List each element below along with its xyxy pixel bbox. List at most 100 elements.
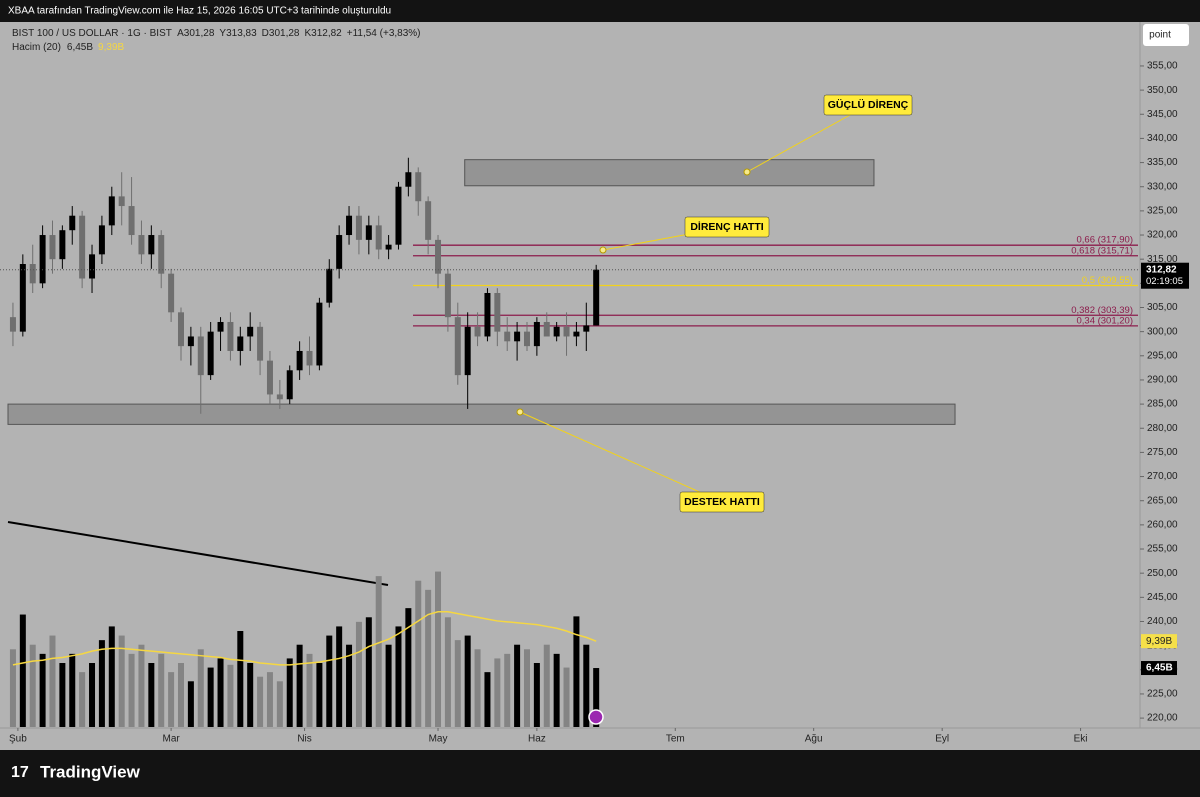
plot-bg — [0, 22, 1200, 750]
volume-bar — [514, 644, 521, 727]
annotation-box — [679, 491, 765, 513]
volume-bar — [553, 653, 560, 727]
y-tick-label: 325,00 — [1147, 206, 1178, 217]
trend-line — [7, 521, 389, 586]
candle-body — [355, 215, 362, 240]
volume-bar — [49, 635, 56, 727]
volume-bar — [227, 664, 234, 727]
y-tick-label: 250,00 — [1147, 568, 1178, 579]
candle-body — [98, 225, 105, 255]
event-icon — [588, 709, 604, 725]
price-label: 312,82 — [1146, 264, 1177, 275]
annotation-label: DİRENÇ HATTI — [690, 220, 763, 233]
fib-label: 0,5 (309,55) — [1082, 275, 1133, 286]
volume-bar — [583, 644, 590, 727]
leader-dot — [743, 168, 751, 176]
volume-bar — [177, 663, 184, 727]
x-tick-label: Eyl — [935, 734, 949, 745]
candle-body — [19, 264, 26, 332]
volume-bar — [336, 626, 343, 727]
candle-body — [474, 326, 481, 337]
volume-bar — [454, 640, 461, 727]
volume-bar — [207, 667, 214, 727]
volume-bar — [247, 663, 254, 727]
volume-bar — [444, 617, 451, 727]
volume-ma-line — [12, 611, 597, 666]
y-tick-label: 320,00 — [1147, 230, 1178, 241]
x-tick-label: May — [429, 734, 448, 745]
volume-bar — [563, 667, 570, 727]
volume-bar — [533, 663, 540, 727]
candle-body — [395, 186, 402, 245]
candle-body — [69, 215, 76, 231]
volume-bar — [484, 672, 491, 727]
annotation-box — [684, 216, 770, 238]
x-tick-label: Nis — [297, 734, 311, 745]
ma-box — [1141, 634, 1177, 649]
candle-body — [454, 317, 461, 376]
leader-line — [519, 411, 723, 503]
volume-bar — [296, 644, 303, 727]
candle-body — [177, 312, 184, 347]
volume-bar — [543, 644, 550, 727]
volume-bar — [108, 626, 115, 727]
candle-body — [59, 230, 66, 260]
volume-bar — [474, 649, 481, 727]
candle-body — [296, 350, 303, 371]
volume-bar — [39, 653, 46, 727]
volume-header: Hacim (20) 6,45B 9,39B — [12, 42, 125, 53]
zone — [7, 403, 956, 425]
volume-bar — [573, 616, 580, 727]
annotation-box — [823, 94, 913, 116]
fib-label: 0,618 (315,71) — [1071, 245, 1133, 256]
zone — [464, 159, 875, 187]
candle-body — [514, 331, 521, 342]
candle-body — [553, 326, 560, 337]
volume-bar — [286, 658, 293, 727]
candle-body — [306, 350, 313, 366]
y-tick-label: 265,00 — [1147, 495, 1178, 506]
volume-bar — [118, 635, 125, 727]
y-tick-label: 335,00 — [1147, 157, 1178, 168]
candle-body — [435, 239, 442, 274]
annotation-label: DESTEK HATTI — [684, 496, 760, 508]
y-tick-label: 295,00 — [1147, 350, 1178, 361]
candle-body — [316, 302, 323, 366]
candle-body — [346, 215, 353, 236]
candle-body — [444, 273, 451, 318]
candle-body — [89, 254, 96, 279]
y-tick-label: 285,00 — [1147, 399, 1178, 410]
candle-body — [593, 269, 600, 326]
volume-bar — [217, 658, 224, 727]
x-tick-label: Şub — [9, 734, 27, 745]
x-tick-label: Tem — [666, 734, 685, 745]
volume-bar — [405, 608, 412, 727]
volume-bar — [276, 681, 283, 727]
header: BIST 100 / US DOLLAR · 1G · BIST A301,28 Y… — [12, 28, 421, 39]
annotation-label: GÜÇLÜ DİRENÇ — [828, 98, 909, 111]
candle-body — [79, 215, 86, 279]
y-tick-label: 260,00 — [1147, 520, 1178, 531]
candle-body — [148, 235, 155, 255]
volume-bar — [79, 672, 86, 727]
candle-body — [247, 326, 254, 337]
y-tick-label: 220,00 — [1147, 713, 1178, 724]
point-button[interactable] — [1143, 24, 1189, 46]
candle-body — [415, 172, 422, 202]
candle-body — [168, 273, 175, 313]
volume-bar — [158, 653, 165, 727]
leader-dot — [516, 408, 524, 416]
volume-bar — [346, 644, 353, 727]
candle-body — [523, 331, 530, 347]
candle-body — [405, 172, 412, 187]
volume-bar — [29, 644, 36, 727]
x-tick-label: Haz — [528, 734, 546, 745]
candle-body — [29, 264, 36, 284]
price-box — [1141, 262, 1189, 289]
volume-bar — [425, 589, 432, 727]
y-tick-label: 350,00 — [1147, 85, 1178, 96]
volume-bar — [98, 640, 105, 727]
fib-label: 0,34 (301,20) — [1076, 315, 1133, 326]
candle-body — [257, 326, 264, 361]
button-label[interactable]: point — [1149, 30, 1171, 41]
